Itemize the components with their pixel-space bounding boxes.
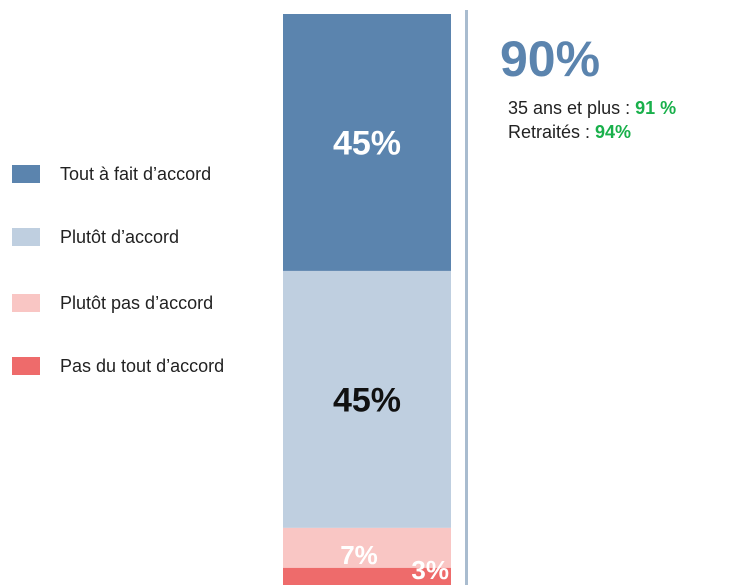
detail-retraites: Retraités : 94%: [508, 122, 631, 143]
legend-item-tout-a-fait-d-accord: Tout à fait d’accord: [12, 164, 211, 184]
legend-swatch-plutot-d-accord: [12, 228, 40, 246]
detail-label: 35 ans et plus :: [508, 98, 636, 118]
bar-segment-pas-du-tout-d-accord: [283, 567, 451, 585]
bar-segment-plutot-pas-d-accord: [283, 527, 451, 568]
bar-segment-plutot-d-accord: [283, 270, 451, 528]
detail-value: 94%: [595, 122, 632, 142]
legend-swatch-pas-du-tout-d-accord: [12, 357, 40, 375]
legend-swatch-plutot-pas-d-accord: [12, 294, 40, 312]
legend-label: Plutôt pas d’accord: [60, 292, 214, 313]
data-label-tout-a-fait-d-accord: 45%: [333, 124, 401, 162]
data-label-pas-du-tout-d-accord: 3%: [411, 555, 449, 585]
legend-label: Tout à fait d’accord: [60, 163, 212, 184]
legend-item-plutot-d-accord: Plutôt d’accord: [12, 227, 179, 247]
data-label-plutot-d-accord: 45%: [333, 381, 401, 419]
divider-line: [465, 10, 468, 585]
legend-swatch-tout-a-fait-d-accord: [12, 165, 40, 183]
detail-value: 91 %: [635, 98, 677, 118]
detail-35-plus: 35 ans et plus : 91 %: [508, 98, 676, 119]
legend-item-pas-du-tout-d-accord: Pas du tout d’accord: [12, 356, 224, 376]
headline-total-agree: 90%: [500, 31, 601, 87]
legend-label: Plutôt d’accord: [60, 226, 180, 247]
bar-segment-tout-a-fait-d-accord: [283, 14, 451, 271]
legend-label: Pas du tout d’accord: [60, 355, 225, 376]
detail-label: Retraités :: [508, 122, 596, 142]
data-label-plutot-pas-d-accord: 7%: [340, 540, 378, 570]
legend-item-plutot-pas-d-accord: Plutôt pas d’accord: [12, 293, 213, 313]
